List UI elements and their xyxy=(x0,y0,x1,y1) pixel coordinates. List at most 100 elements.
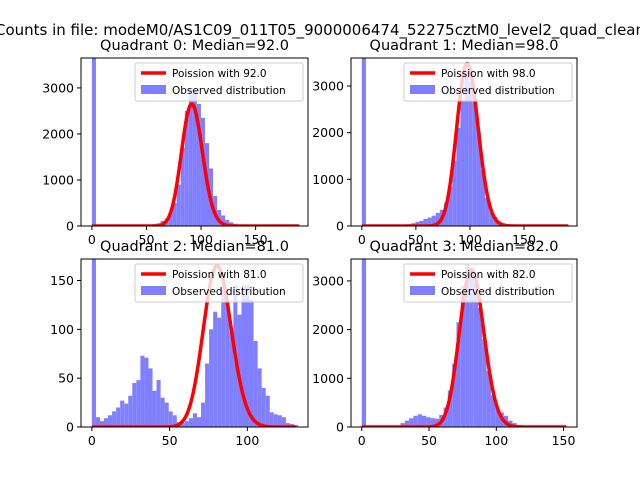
histogram-bar xyxy=(180,423,185,427)
legend-box xyxy=(403,62,573,102)
legend-box xyxy=(134,263,304,303)
histogram-bar xyxy=(404,420,410,427)
x-tick-label: 0 xyxy=(358,232,366,247)
histogram-bar xyxy=(489,210,494,226)
histogram-bar xyxy=(91,259,96,427)
histogram-bar xyxy=(172,202,177,226)
histogram-bar xyxy=(473,283,478,427)
histogram-bar xyxy=(423,219,428,226)
histogram-bar xyxy=(148,368,153,427)
legend: Poission with 92.0 Observed distribution xyxy=(134,62,304,102)
histogram-bar xyxy=(253,341,258,427)
legend-bar-swatch xyxy=(410,85,435,94)
histogram-bar xyxy=(361,259,367,427)
histogram-bar xyxy=(277,415,282,427)
histogram-bar xyxy=(132,383,137,427)
histogram-bar xyxy=(400,423,405,427)
histogram-bar xyxy=(120,400,125,427)
histogram-bar xyxy=(205,363,210,427)
y-tick-label: 50 xyxy=(58,371,74,386)
histogram-bar xyxy=(409,418,414,427)
legend-label-poisson: Poission with 81.0 xyxy=(172,269,267,281)
x-tick-label: 0 xyxy=(88,433,96,448)
subplot-quadrant-2: Quadrant 2: Median=81.0 0 50 100 0 50 100 150 Po… xyxy=(50,239,309,448)
legend-label-observed: Observed distribution xyxy=(441,286,555,298)
histogram-bar xyxy=(456,128,461,226)
legend: Poission with 81.0 Observed distribution xyxy=(134,263,304,303)
histogram-bar xyxy=(495,407,500,427)
histogram-bar xyxy=(460,100,465,226)
histogram-bar xyxy=(104,418,109,427)
histogram-bar xyxy=(160,397,165,427)
histogram-bar xyxy=(192,90,197,226)
histogram-bar xyxy=(213,311,218,427)
axes-frame xyxy=(350,258,578,428)
histogram-bar xyxy=(184,110,189,226)
histogram-bar xyxy=(168,411,173,427)
x-tick-label: 100 xyxy=(235,433,259,448)
histogram-bar xyxy=(269,412,274,427)
subplot-quadrant-1: Quadrant 1: Median=98.0 0 50 100 150 0 1000 200… xyxy=(312,38,578,247)
x-tick-label: 150 xyxy=(552,433,576,448)
x-tick-label: 100 xyxy=(189,232,213,247)
histogram-bar xyxy=(448,186,453,226)
histogram-bar xyxy=(188,418,193,427)
y-tick-label: 2000 xyxy=(42,126,74,141)
x-tick-label: 150 xyxy=(512,232,536,247)
histogram-bar xyxy=(184,421,189,427)
histogram-bar xyxy=(241,285,246,427)
legend-bar-swatch xyxy=(410,286,435,295)
histogram-bar xyxy=(273,414,278,427)
axes-frame xyxy=(80,258,309,428)
histogram-bar xyxy=(443,202,449,226)
histogram-bar xyxy=(144,357,149,427)
x-tick-label: 150 xyxy=(244,232,268,247)
histogram-bar xyxy=(430,418,435,427)
histogram-bar xyxy=(285,423,290,427)
histogram-bar xyxy=(265,395,270,427)
histogram-bar xyxy=(221,215,226,226)
histogram-bar xyxy=(156,380,161,427)
histogram-bar xyxy=(485,198,490,226)
x-tick-label: 0 xyxy=(88,232,96,247)
histogram-bar xyxy=(476,132,481,226)
figure-suptitle: Counts in file: modeM0/AS1C09_011T05_900… xyxy=(0,21,640,40)
histogram-bar xyxy=(188,87,193,226)
y-tick-label: 3000 xyxy=(42,80,74,95)
axes-frame xyxy=(80,57,309,227)
legend-label-observed: Observed distribution xyxy=(172,286,286,298)
legend: Poission with 82.0 Observed distribution xyxy=(403,263,573,303)
histogram-bar xyxy=(482,339,487,427)
histogram-bar xyxy=(221,290,226,427)
histogram-bar xyxy=(452,160,457,226)
histogram-bar xyxy=(164,402,169,427)
histogram-bar xyxy=(108,415,113,427)
subplot-title: Quadrant 1: Median=98.0 xyxy=(370,38,559,54)
y-tick-label: 1000 xyxy=(42,172,74,187)
histogram-bar xyxy=(99,421,105,427)
histogram-bar xyxy=(468,81,473,226)
y-tick-label: 0 xyxy=(66,219,74,234)
y-tick-label: 1000 xyxy=(312,371,344,386)
x-tick-label: 50 xyxy=(408,232,424,247)
y-tick-label: 0 xyxy=(336,420,344,435)
histogram-bar xyxy=(245,285,250,427)
legend-label-poisson: Poission with 98.0 xyxy=(441,68,536,80)
histogram-bar xyxy=(225,300,230,427)
histogram-bar xyxy=(257,368,262,427)
y-tick-label: 3000 xyxy=(312,273,344,288)
histogram-bar xyxy=(490,395,496,427)
y-tick-label: 2000 xyxy=(312,322,344,337)
subplot-title: Quadrant 2: Median=81.0 xyxy=(100,239,289,255)
y-tick-label: 100 xyxy=(50,322,74,337)
histogram-bar xyxy=(176,184,181,226)
histogram-bar xyxy=(361,58,366,226)
histogram-bar xyxy=(464,72,469,226)
y-tick-label: 0 xyxy=(66,420,74,435)
histogram-bar xyxy=(417,414,423,427)
histogram-bar xyxy=(168,212,173,226)
histogram-bar xyxy=(294,425,299,427)
histogram-bar xyxy=(427,217,432,226)
histogram-bar xyxy=(460,285,466,427)
legend-label-poisson: Poission with 82.0 xyxy=(441,269,536,281)
